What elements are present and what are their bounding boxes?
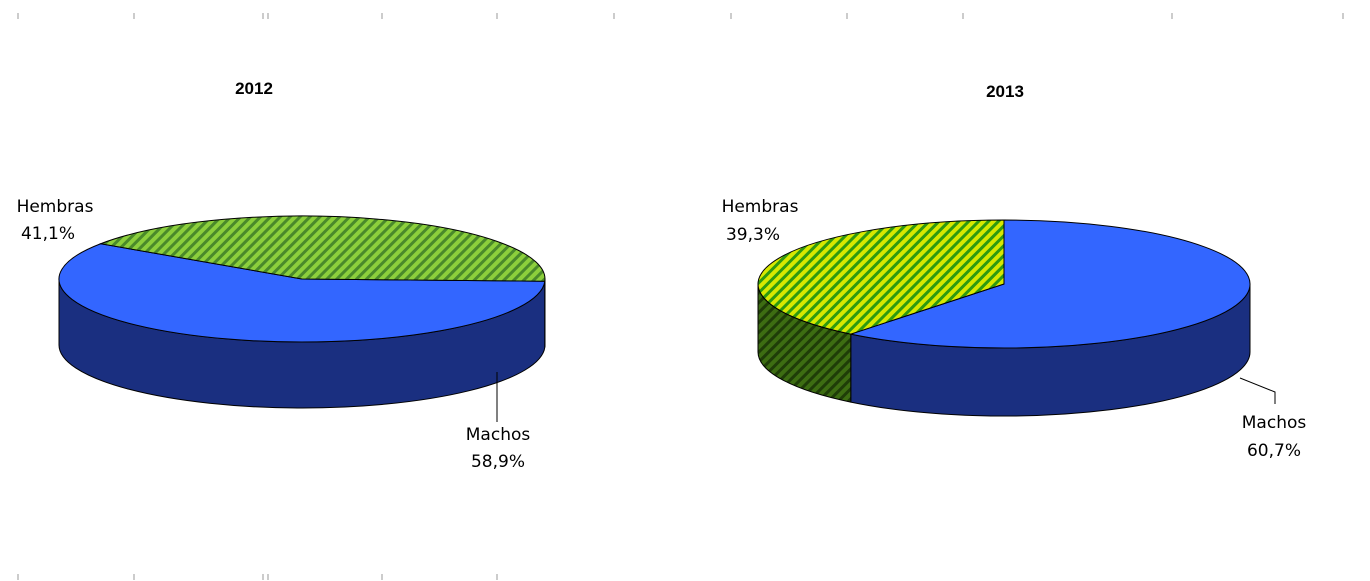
slice-label-machos: Machos — [1242, 413, 1307, 433]
pie-chart-2012: 2012 Machos 58,9% Hembras 41,1% — [17, 79, 546, 472]
pie-tops — [58, 215, 546, 343]
pie-slice-hembras — [757, 219, 1005, 335]
pie-tops — [757, 219, 1251, 349]
pie-slice-hembras — [98, 215, 546, 282]
chart-title: 2012 — [235, 79, 273, 98]
slice-percent-hembras: 39,3% — [726, 225, 780, 245]
slice-label-machos: Machos — [466, 425, 531, 445]
leader-line-machos — [1239, 377, 1276, 404]
slice-label-hembras: Hembras — [722, 197, 799, 217]
pie-chart-2013: 2013 Machos 60,7% Hembras 39,3% — [722, 82, 1307, 461]
chart-title: 2013 — [986, 82, 1024, 101]
top-tick-marks — [17, 13, 1344, 19]
slice-percent-machos: 60,7% — [1247, 441, 1301, 461]
slice-percent-hembras: 41,1% — [21, 224, 75, 244]
pie-slice-machos — [848, 219, 1251, 349]
slice-percent-machos: 58,9% — [471, 452, 525, 472]
slice-label-hembras: Hembras — [17, 197, 94, 217]
pie-slice-machos — [58, 243, 546, 343]
bottom-tick-marks — [17, 574, 498, 580]
